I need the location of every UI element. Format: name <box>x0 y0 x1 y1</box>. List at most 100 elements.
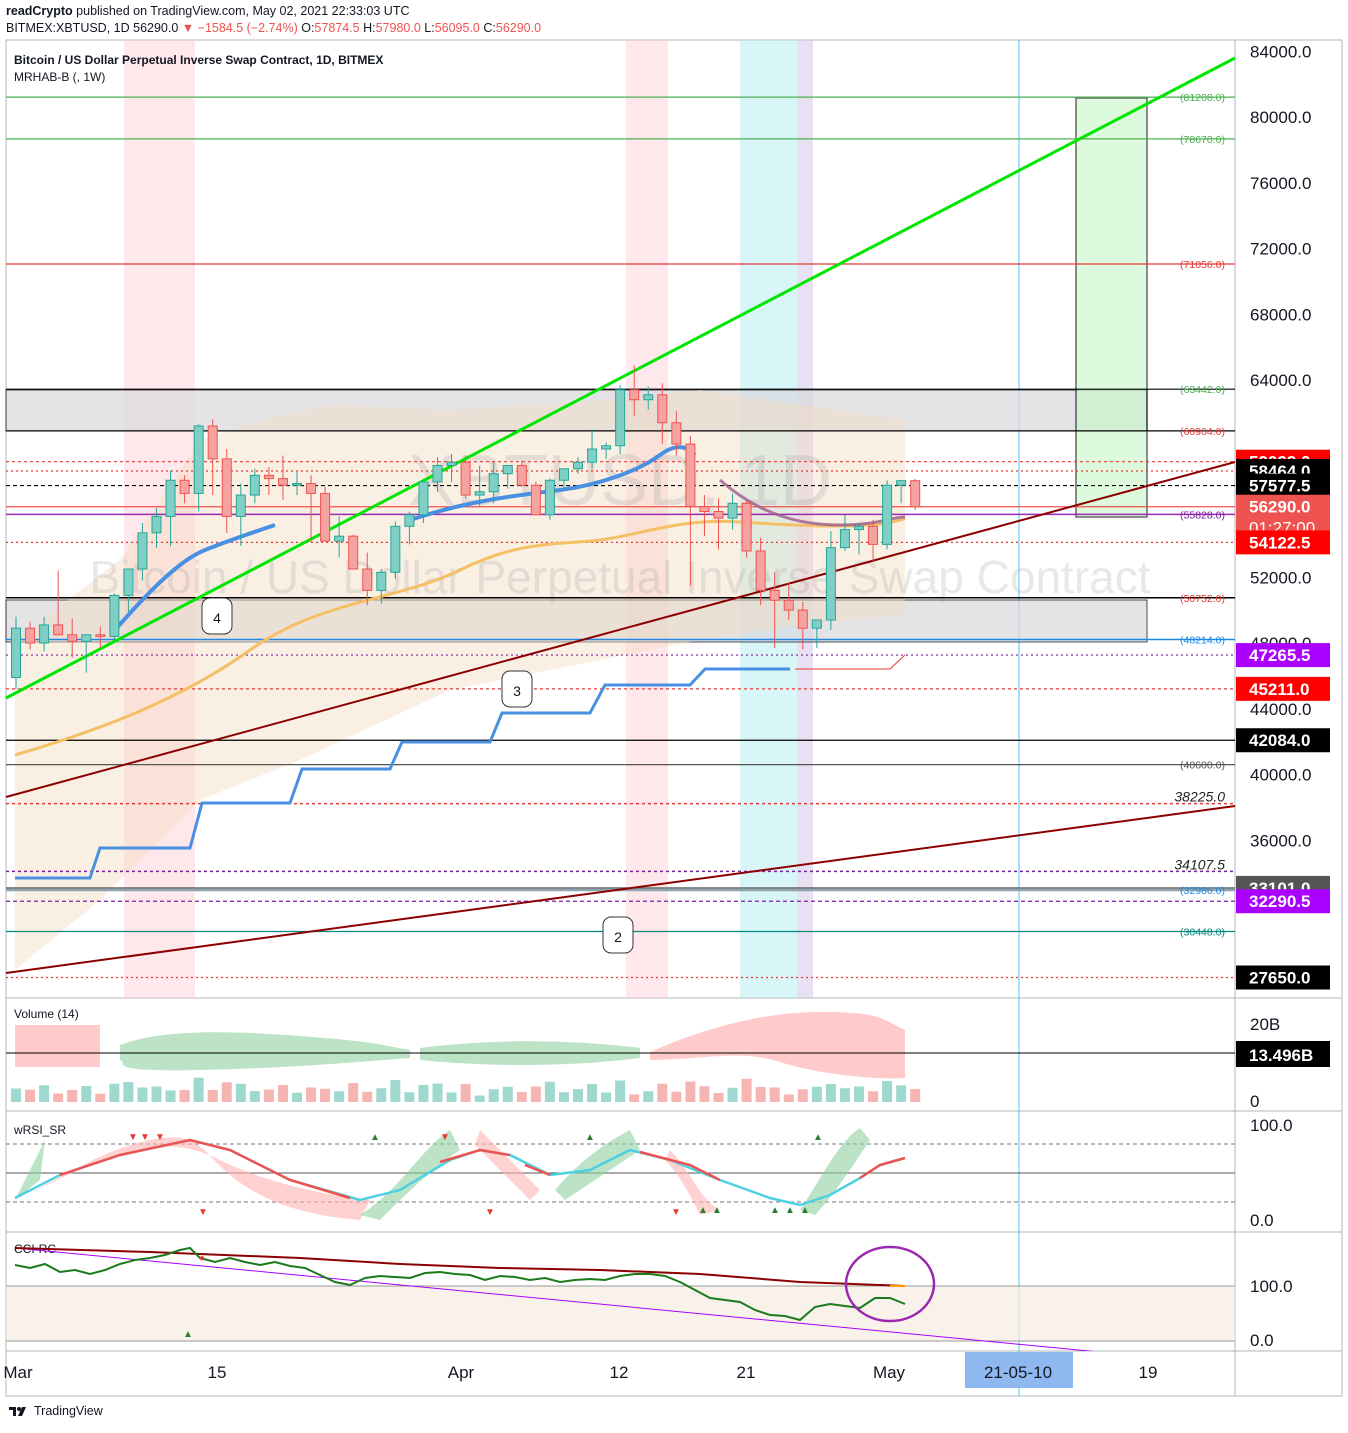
y-tick-label: 84000.0 <box>1250 42 1311 61</box>
volume-bar <box>390 1080 401 1102</box>
x-tick-label[interactable]: Mar <box>3 1363 33 1382</box>
candle-body <box>235 494 246 517</box>
candle-body <box>573 461 583 470</box>
candle-body <box>868 525 879 545</box>
volume-bar <box>81 1086 92 1102</box>
svg-text:▲: ▲ <box>800 1205 810 1216</box>
svg-text:▲: ▲ <box>813 1132 823 1143</box>
footer: TradingView <box>8 1404 103 1418</box>
level-label: (32986.0) <box>1180 885 1225 897</box>
x-tick-label[interactable]: 15 <box>208 1363 227 1382</box>
chart-title: Bitcoin / US Dollar Perpetual Inverse Sw… <box>14 53 383 67</box>
candle-body <box>179 479 190 494</box>
down-arrow-icon: ▼ <box>181 21 195 35</box>
svg-text:▲: ▲ <box>712 1205 722 1216</box>
rsi-pane: wRSI_SR ▼ ▼ ▼ ▲ ▼ ▲ ▲▼ ▼ ▼ ▲ ▲ ▲ ▲ ▲ <box>6 1123 1235 1220</box>
candle-body <box>137 532 148 570</box>
indicator-label: MRHAB-B (, 1W) <box>14 70 105 84</box>
candle-body <box>446 461 457 466</box>
price-tag-value: 45211.0 <box>1249 680 1310 699</box>
x-tick-label[interactable]: 21-05-10 <box>984 1363 1052 1382</box>
volume-bar <box>530 1086 541 1102</box>
candle-body <box>390 525 401 573</box>
candle-body <box>741 502 752 552</box>
time-axis[interactable]: Mar 15 Apr 12 21 May 21-05-10 19 <box>3 1363 1157 1382</box>
volume-bar <box>221 1082 232 1102</box>
pane-tick-label: 20B <box>1250 1015 1280 1034</box>
candle-body <box>516 464 527 486</box>
candle-body <box>839 529 850 549</box>
y-tick-label: 64000.0 <box>1250 371 1311 390</box>
volume-bar <box>854 1086 864 1102</box>
volume-bar <box>601 1092 612 1102</box>
level-label: (30448.0) <box>1180 927 1225 939</box>
volume-bar <box>699 1086 710 1102</box>
level-label: (71056.0) <box>1180 259 1225 271</box>
svg-text:▼: ▼ <box>440 1132 450 1143</box>
volume-bar <box>657 1083 668 1102</box>
volume-bar <box>839 1088 850 1102</box>
publish-line: readCrypto published on TradingView.com,… <box>6 4 409 18</box>
price-tag <box>1236 728 1330 753</box>
volume-bar <box>39 1085 50 1102</box>
volume-bar <box>474 1095 485 1102</box>
candle-body <box>657 394 668 424</box>
price-tag <box>1236 965 1330 990</box>
watermark: XBTUSD, 1D Bitcoin / US Dollar Perpetual… <box>89 441 1150 603</box>
candle-body <box>306 483 317 494</box>
volume-tag-value: 13.496B <box>1249 1046 1313 1065</box>
level-label: (50752.0) <box>1180 593 1225 605</box>
tradingview-logo-icon <box>9 1407 26 1416</box>
volume-bar <box>825 1084 836 1102</box>
candle-body <box>418 481 429 516</box>
candle-body <box>530 484 541 516</box>
pane-tick-label: 100.0 <box>1250 1277 1293 1296</box>
x-tick-label[interactable]: Apr <box>448 1363 475 1382</box>
candle-body <box>193 425 204 494</box>
volume-bar <box>277 1085 288 1102</box>
volume-bar <box>376 1088 387 1102</box>
svg-text:▲: ▲ <box>183 1329 193 1340</box>
pane-tick-label: 0 <box>1250 1092 1259 1111</box>
candle-body <box>11 627 21 679</box>
candle-body <box>811 619 822 629</box>
x-tick-label[interactable]: 12 <box>610 1363 629 1382</box>
volume-bar <box>165 1090 176 1102</box>
y-tick-label: 52000.0 <box>1250 568 1311 587</box>
green-trendline <box>5 56 1236 700</box>
volume-bar <box>558 1092 569 1102</box>
price-tag <box>1236 473 1330 498</box>
volume-bar <box>123 1082 134 1102</box>
candle-body <box>854 525 864 531</box>
price-tags: (81208.0) (78670.0) (71056.0) (63442.0) (609… <box>1174 92 1330 1067</box>
x-tick-label[interactable]: 21 <box>737 1363 756 1382</box>
candle-body <box>249 474 260 496</box>
candle-body <box>755 550 766 591</box>
candle-body <box>769 589 780 601</box>
volume-bar <box>797 1089 808 1102</box>
svg-text:▲: ▲ <box>785 1205 795 1216</box>
candle-body <box>713 511 724 519</box>
close-value: 56290.0 <box>495 21 542 35</box>
volume-bar <box>193 1077 204 1102</box>
volume-bar <box>713 1093 724 1102</box>
price-tag <box>1236 676 1330 701</box>
x-tick-label[interactable]: 19 <box>1139 1363 1158 1382</box>
resistance-zone <box>5 389 1148 432</box>
svg-text:▼: ▼ <box>140 1132 150 1143</box>
volume-bar <box>95 1093 106 1102</box>
x-tick-label[interactable]: May <box>873 1363 906 1382</box>
price-tag-value: 47265.5 <box>1249 646 1310 665</box>
candle-body <box>25 627 36 644</box>
candle-body <box>601 445 612 450</box>
candle-body <box>109 594 120 637</box>
candle-body <box>207 425 218 460</box>
volume-bar <box>249 1091 260 1102</box>
svg-text:▼: ▼ <box>198 1207 208 1218</box>
volume-bar <box>882 1081 893 1102</box>
volume-bar <box>151 1086 162 1102</box>
volume-bar <box>755 1087 766 1102</box>
volume-bar <box>348 1083 359 1102</box>
volume-bar <box>334 1091 345 1102</box>
